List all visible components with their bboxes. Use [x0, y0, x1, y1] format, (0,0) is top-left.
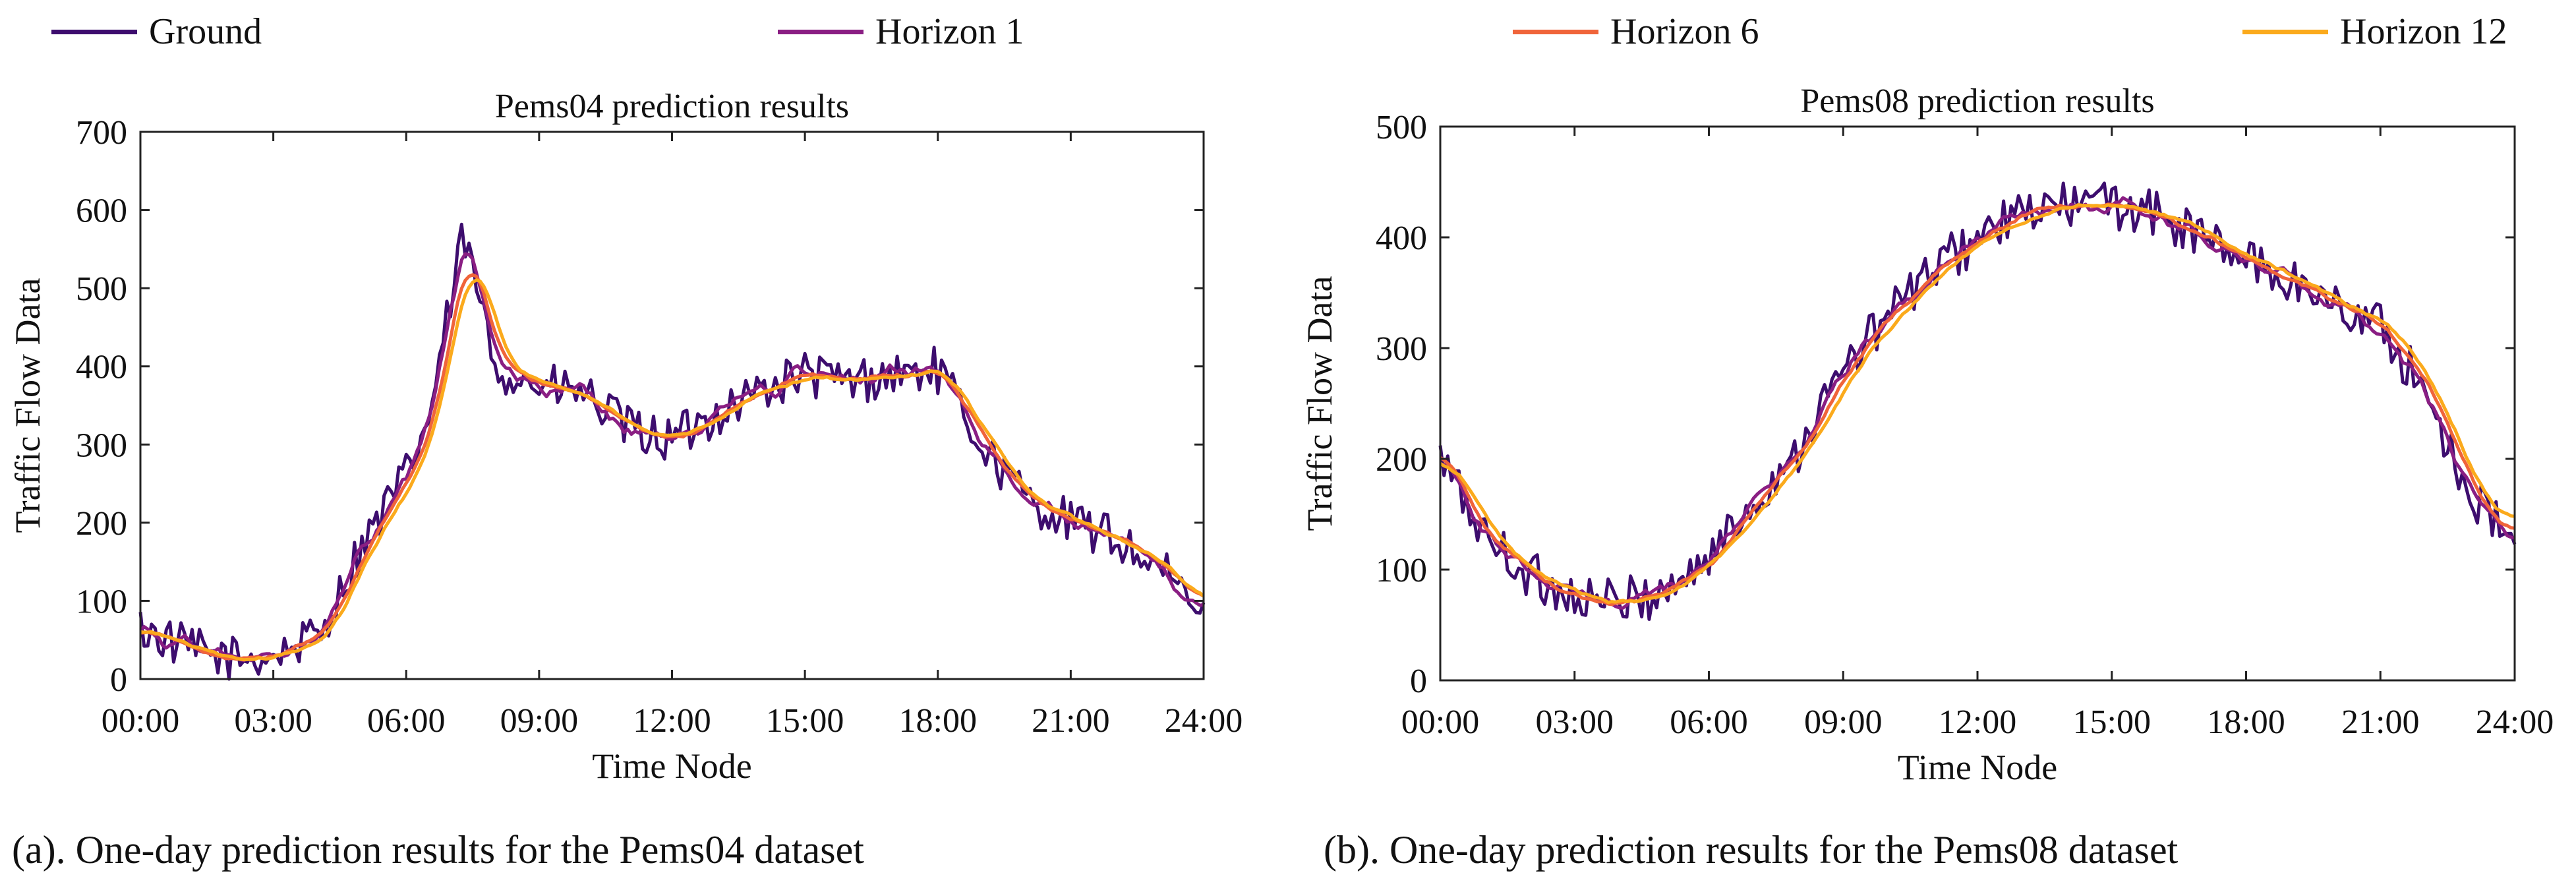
x-tick-label: 18:00	[2207, 703, 2285, 741]
x-tick-label: 24:00	[2476, 703, 2554, 741]
y-tick-label: 300	[1376, 330, 1427, 368]
y-tick-label: 400	[76, 349, 127, 386]
series-line-horizon-6	[1439, 202, 2515, 607]
y-tick-label: 0	[110, 661, 127, 699]
x-tick-label: 21:00	[2341, 703, 2419, 741]
series-line-horizon-1	[1440, 196, 2515, 610]
y-tick-label: 100	[1376, 552, 1427, 589]
series-line-horizon-6	[140, 273, 1205, 661]
caption-b: (b). One-day prediction results for the …	[1324, 828, 2179, 872]
legend-item-horizon-1: Horizon 1	[778, 5, 1024, 58]
legend-swatch-horizon-12	[2242, 29, 2328, 34]
legend-item-horizon-12: Horizon 12	[2242, 5, 2507, 58]
chart-pems04: Pems04 prediction results 0 100 200 300 400 50…	[8, 88, 1243, 786]
legend-swatch-horizon-1	[778, 29, 864, 34]
x-axis-label: Time Node	[1898, 748, 2058, 787]
chart-title: Pems08 prediction results	[1800, 82, 2154, 120]
series-line-horizon-12	[1439, 203, 2515, 605]
y-tick-label: 500	[76, 270, 127, 308]
series-line-ground	[1438, 181, 2517, 621]
x-tick-label: 15:00	[766, 702, 844, 740]
y-tick-label: 500	[1376, 109, 1427, 146]
legend-label-horizon-12: Horizon 12	[2340, 11, 2507, 52]
x-tick-label: 06:00	[1670, 703, 1747, 741]
x-tick-label: 12:00	[1939, 703, 2016, 741]
x-tick-label: 21:00	[1032, 702, 1109, 740]
legend-swatch-horizon-6	[1513, 29, 1598, 34]
x-tick-label: 18:00	[899, 702, 977, 740]
x-tick-label: 09:00	[500, 702, 578, 740]
y-axis-label: Traffic Flow Data	[1300, 276, 1339, 531]
series-line-horizon-1	[139, 252, 1204, 663]
y-tick-label: 700	[76, 114, 127, 152]
x-tick-label: 24:00	[1165, 702, 1243, 740]
legend-label-horizon-1: Horizon 1	[875, 11, 1024, 52]
series-line-ground	[138, 222, 1206, 681]
legend: Ground Horizon 1 Horizon 6 Horizon 12	[0, 0, 2576, 66]
x-tick-label: 03:00	[234, 702, 312, 740]
legend-item-horizon-6: Horizon 6	[1513, 5, 1759, 58]
chart-pems08: Pems08 prediction results 0 100 200 300 400 50…	[1300, 82, 2554, 787]
y-tick-label: 600	[76, 193, 127, 230]
x-tick-label: 15:00	[2073, 703, 2151, 741]
y-tick-label: 0	[1410, 663, 1427, 700]
y-tick-label: 200	[76, 505, 127, 543]
x-tick-label: 09:00	[1804, 703, 1882, 741]
y-tick-label: 100	[76, 583, 127, 620]
chart-title: Pems04 prediction results	[495, 88, 849, 125]
caption-a: (a). One-day prediction results for the …	[12, 828, 864, 872]
legend-label-horizon-6: Horizon 6	[1610, 11, 1759, 52]
y-axis-label: Traffic Flow Data	[8, 278, 47, 533]
plot-frame	[139, 131, 1205, 680]
legend-label-ground: Ground	[149, 11, 262, 52]
series-line-horizon-12	[140, 278, 1205, 662]
legend-item-ground: Ground	[51, 5, 262, 58]
x-tick-label: 06:00	[367, 702, 445, 740]
x-tick-label: 00:00	[102, 702, 179, 740]
x-tick-label: 12:00	[633, 702, 711, 740]
y-tick-label: 200	[1376, 441, 1427, 479]
x-tick-label: 00:00	[1401, 703, 1479, 741]
x-tick-label: 03:00	[1536, 703, 1614, 741]
legend-swatch-ground	[51, 29, 137, 34]
y-tick-label: 300	[76, 427, 127, 464]
y-tick-label: 400	[1376, 220, 1427, 257]
x-axis-label: Time Node	[592, 746, 752, 786]
